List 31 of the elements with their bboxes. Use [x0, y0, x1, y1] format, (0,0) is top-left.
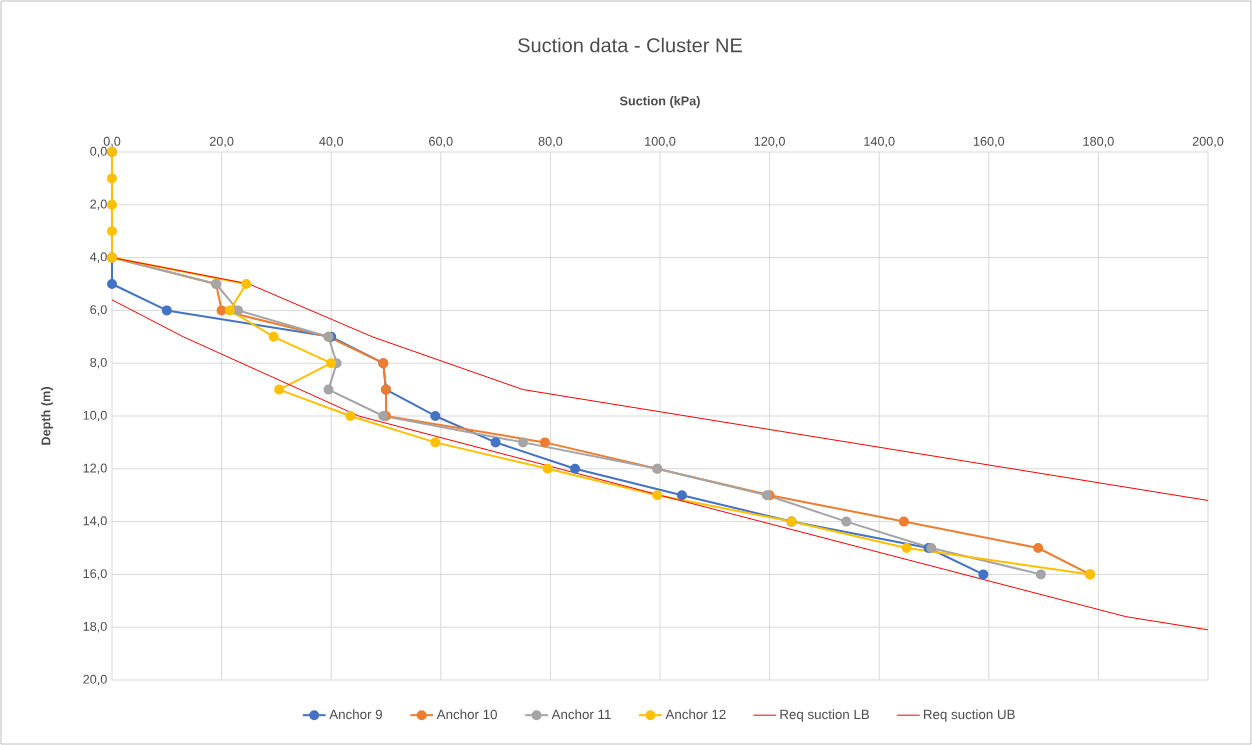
y-tick-label: 18,0	[83, 621, 107, 633]
y-tick-label: 4,0	[89, 252, 107, 263]
y-tick-label: 20,0	[83, 674, 107, 686]
x-tick-label: 40,0	[319, 136, 344, 148]
y-tick-label: 16,0	[83, 569, 107, 580]
legend-label: Anchor 11	[551, 709, 611, 720]
chart-title: Suction data - Cluster NE	[518, 37, 742, 53]
x-tick-label: 20,0	[209, 136, 234, 148]
y-tick-label: 2,0	[90, 199, 107, 211]
y-axis-title: Depth (m)	[41, 387, 53, 445]
x-tick-label: 200,0	[1192, 136, 1224, 148]
x-tick-label: 0,0	[103, 136, 121, 148]
legend-label: Anchor 9	[329, 709, 382, 720]
y-tick-label: 0,0	[90, 146, 107, 158]
y-tick-label: 10,0	[83, 410, 107, 422]
legend-label: Anchor 12	[665, 709, 726, 720]
y-tick-label: 14,0	[83, 516, 107, 527]
x-tick-label: 180,0	[1083, 136, 1114, 148]
x-tick-label: 100,0	[645, 136, 676, 148]
x-axis-title: Suction (kPa)	[619, 96, 700, 108]
legend-label: Req suction LB	[780, 709, 870, 722]
y-tick-label: 12,0	[83, 463, 107, 475]
x-tick-label: 60,0	[429, 136, 453, 148]
x-tick-label: 80,0	[538, 136, 563, 148]
x-tick-label: 160,0	[973, 136, 1005, 148]
y-tick-label: 8,0	[90, 357, 107, 369]
x-tick-label: 120,0	[754, 136, 785, 148]
legend-label: Anchor 10	[436, 709, 497, 720]
x-tick-label: 140,0	[864, 136, 895, 148]
y-tick-label: 6,0	[90, 305, 107, 316]
legend-label: Req suction UB	[923, 709, 1015, 722]
